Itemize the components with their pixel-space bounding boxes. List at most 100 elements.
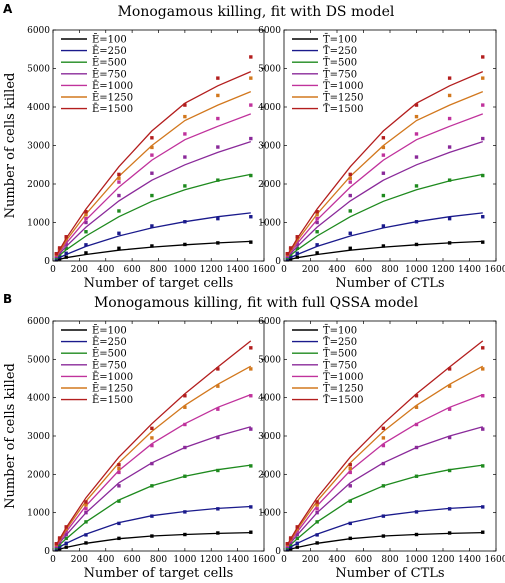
data-point	[414, 394, 419, 398]
series-2	[54, 464, 253, 550]
data-point	[414, 155, 419, 159]
data-point	[117, 209, 121, 213]
series-6	[285, 55, 485, 256]
data-point	[315, 541, 319, 545]
data-point	[117, 176, 121, 180]
data-point	[447, 468, 452, 473]
data-point	[249, 240, 253, 244]
data-point	[216, 507, 220, 511]
x-tick-label: 1600	[485, 555, 505, 565]
legend-entry: T̄=1250	[323, 92, 364, 104]
data-point	[117, 484, 121, 488]
x-tick-label: 1400	[458, 555, 481, 565]
data-point	[348, 521, 352, 526]
x-tick-label: 800	[381, 265, 398, 275]
legend-entry: T̄=1000	[323, 80, 364, 92]
data-point	[84, 503, 88, 507]
data-point	[381, 534, 386, 538]
data-point	[447, 507, 452, 511]
x-tick-label: 800	[150, 555, 167, 565]
x-tick-label: 200	[302, 265, 319, 275]
data-point	[84, 507, 88, 511]
data-point	[414, 532, 419, 537]
fit-line	[286, 340, 484, 546]
legend-entry: T̄=250	[323, 45, 357, 57]
y-tick-label: 4000	[258, 103, 281, 113]
data-point	[216, 407, 220, 411]
data-point	[447, 384, 452, 388]
data-point	[249, 505, 253, 509]
x-tick-label: 200	[71, 265, 88, 275]
data-point	[57, 255, 62, 259]
data-point	[481, 427, 485, 431]
data-point	[288, 255, 293, 259]
data-point	[249, 367, 253, 371]
legend-entry: Ē=1000	[92, 80, 133, 92]
y-tick-label: 0	[275, 547, 281, 557]
panel-a-title: Monogamous killing, fit with DS model	[118, 4, 395, 20]
data-point	[315, 503, 319, 507]
data-point	[348, 209, 352, 213]
data-point	[381, 484, 386, 488]
data-point	[150, 136, 154, 140]
data-point	[249, 427, 253, 431]
legend-entry: T̄=1500	[323, 103, 364, 115]
data-point	[84, 220, 88, 225]
data-point	[414, 114, 419, 119]
data-point	[447, 367, 452, 371]
data-point	[84, 230, 88, 234]
data-point	[150, 534, 154, 538]
y-tick-label: 0	[44, 257, 50, 267]
fit-line	[55, 340, 252, 546]
x-tick-label: 1600	[253, 555, 276, 565]
data-point	[381, 436, 386, 440]
data-point	[288, 246, 293, 250]
data-point	[57, 257, 62, 261]
data-point	[348, 246, 352, 250]
data-point	[295, 525, 299, 529]
data-point	[348, 463, 352, 467]
data-point	[481, 464, 485, 468]
data-point	[54, 542, 58, 546]
data-point	[150, 461, 154, 466]
data-point	[183, 220, 187, 224]
y-tick-label: 5000	[258, 65, 281, 75]
y-tick-label: 4000	[27, 103, 50, 113]
data-point	[216, 384, 220, 388]
fit-line	[286, 365, 484, 546]
legend-entry: Ē=100	[92, 34, 127, 46]
data-point	[117, 499, 121, 503]
fit-line	[286, 393, 484, 547]
data-point	[84, 510, 88, 515]
data-point	[84, 210, 88, 214]
legend-entry: Ē=1500	[92, 394, 133, 406]
data-point	[57, 547, 62, 551]
data-point	[183, 155, 187, 159]
y-axis-label: Number of cells killed	[3, 73, 18, 219]
data-point	[249, 136, 253, 141]
x-tick-label: 1400	[226, 265, 249, 275]
data-point	[315, 533, 319, 537]
y-tick-label: 1000	[258, 509, 281, 519]
data-point	[288, 542, 293, 547]
data-point	[348, 484, 352, 488]
data-point	[288, 257, 293, 261]
data-point	[481, 367, 485, 371]
data-point	[64, 525, 68, 529]
data-point	[216, 116, 220, 121]
data-point	[315, 210, 319, 214]
data-point	[150, 224, 154, 228]
data-point	[117, 193, 121, 198]
data-point	[117, 470, 121, 475]
x-tick-label: 0	[50, 265, 56, 275]
data-point	[64, 235, 68, 239]
data-point	[249, 346, 253, 350]
y-tick-label: 5000	[27, 65, 50, 75]
data-point	[216, 216, 220, 221]
panel-letter-a: A	[3, 2, 13, 16]
data-point	[315, 520, 319, 524]
x-tick-label: 600	[124, 265, 141, 275]
data-point	[295, 255, 299, 259]
legend-entry: T̄=100	[323, 325, 357, 337]
legend-entry: T̄=750	[323, 68, 357, 80]
